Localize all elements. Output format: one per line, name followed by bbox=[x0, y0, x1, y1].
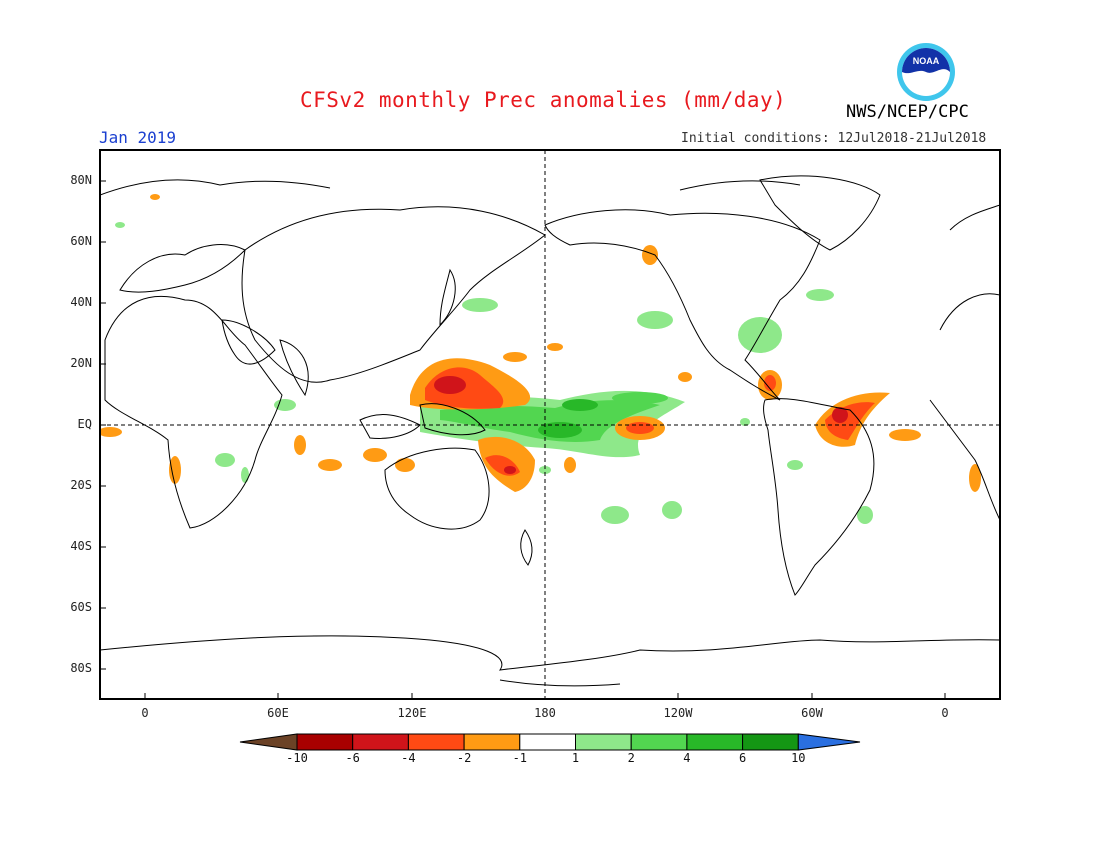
colorbar-swatch bbox=[630, 733, 688, 751]
anomaly-fields bbox=[100, 175, 1000, 687]
colorbar-label: -1 bbox=[512, 751, 528, 765]
lon-label-60w: 60W bbox=[801, 706, 823, 720]
lon-label-0-left: 0 bbox=[141, 706, 149, 720]
lat-label-40n: 40N bbox=[70, 295, 92, 309]
colorbar-label: -4 bbox=[401, 751, 416, 765]
colorbar-label: 1 bbox=[571, 751, 580, 765]
map-title: CFSv2 monthly Prec anomalies (mm/day) bbox=[300, 88, 787, 112]
lon-label-180: 180 bbox=[534, 706, 556, 720]
colorbar-swatch bbox=[407, 733, 465, 751]
lat-label-80n: 80N bbox=[70, 173, 92, 187]
colorbar-swatch bbox=[742, 733, 799, 751]
colorbar-swatch bbox=[575, 733, 632, 751]
colorbar-arrow-low bbox=[239, 733, 298, 751]
lat-label-20s: 20S bbox=[70, 478, 92, 492]
lon-label-0-right: 0 bbox=[941, 706, 949, 720]
noaa-logo-icon: NOAA bbox=[897, 43, 955, 101]
coastlines bbox=[100, 175, 1000, 687]
colorbar-label: -6 bbox=[345, 751, 360, 765]
initial-conditions-label: Initial conditions: 12Jul2018-21Jul2018 bbox=[681, 131, 987, 146]
colorbar-swatch bbox=[686, 733, 744, 751]
lat-label-eq: EQ bbox=[77, 417, 92, 431]
axis-ticks bbox=[100, 180, 946, 699]
lat-label-60n: 60N bbox=[70, 234, 92, 248]
lat-label-20n: 20N bbox=[70, 356, 92, 370]
colorbar-swatch bbox=[463, 733, 521, 751]
lon-label-120w: 120W bbox=[663, 706, 693, 720]
lat-label-40s: 40S bbox=[70, 539, 92, 553]
lon-label-120e: 120E bbox=[397, 706, 427, 720]
colorbar-arrow-high bbox=[797, 733, 861, 751]
colorbar-swatch bbox=[352, 733, 409, 751]
colorbar-label: 6 bbox=[738, 751, 747, 765]
lat-label-60s: 60S bbox=[70, 600, 92, 614]
colorbar-swatch bbox=[519, 733, 576, 751]
noaa-logo-text: NOAA bbox=[913, 56, 940, 66]
colorbar-label: 2 bbox=[627, 751, 635, 765]
valid-month-label: Jan 2019 bbox=[99, 128, 177, 147]
colorbar-label: 10 bbox=[791, 751, 806, 765]
agency-label: NWS/NCEP/CPC bbox=[846, 102, 969, 122]
colorbar-label: -2 bbox=[456, 751, 472, 765]
lat-label-80s: 80S bbox=[70, 661, 92, 675]
colorbar-swatch bbox=[296, 733, 354, 751]
colorbar-label: 4 bbox=[683, 751, 691, 765]
lon-label-60e: 60E bbox=[267, 706, 289, 720]
colorbar-label: -10 bbox=[286, 751, 308, 765]
